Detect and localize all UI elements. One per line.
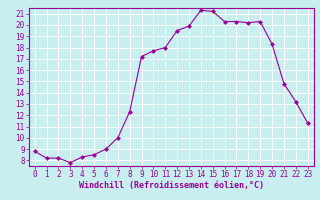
X-axis label: Windchill (Refroidissement éolien,°C): Windchill (Refroidissement éolien,°C) xyxy=(79,181,264,190)
